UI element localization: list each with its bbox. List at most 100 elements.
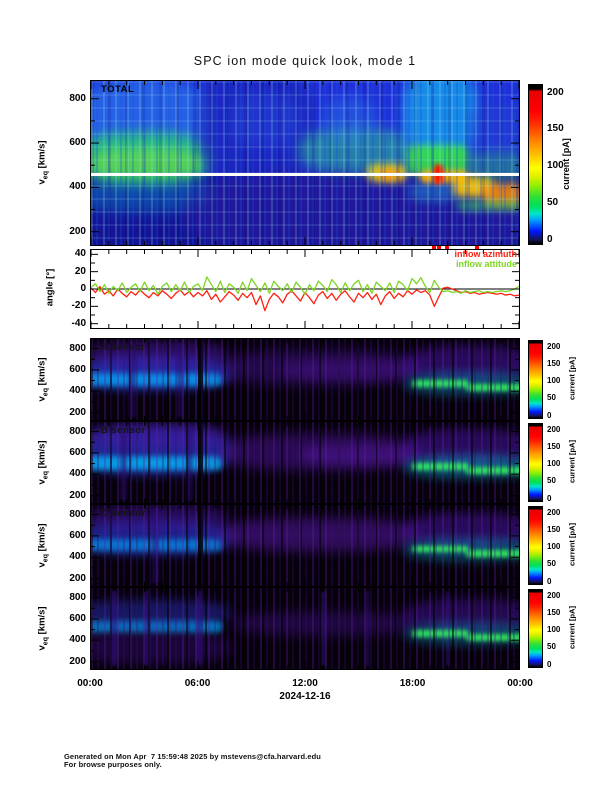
colorbar-tick-label: 200 bbox=[547, 507, 561, 517]
y-tick-label: 200 bbox=[69, 406, 86, 418]
colorbar bbox=[528, 340, 543, 419]
spectrogram-blob bbox=[465, 549, 519, 557]
y-tick-label: 400 bbox=[69, 551, 86, 563]
colorbar-tick-label: 0 bbox=[547, 659, 552, 669]
colorbar-tick-label: 150 bbox=[547, 358, 561, 368]
colorbar-tick-label: 200 bbox=[547, 590, 561, 600]
footer-browse-line: For browse purposes only. bbox=[64, 760, 162, 769]
colorbar-tick-label: 150 bbox=[547, 607, 561, 617]
data-flag-mark bbox=[444, 246, 449, 249]
x-axis-date-label: 2024-12-16 bbox=[279, 691, 331, 702]
footer-generated-line: Generated on Mon Apr 7 15:59:48 2025 by … bbox=[64, 752, 321, 761]
plot-title: SPC ion mode quick look, mode 1 bbox=[193, 54, 417, 68]
colorbar-tick-label: 0 bbox=[547, 233, 553, 245]
panel-label: C sensor bbox=[101, 508, 146, 519]
y-tick-label: 200 bbox=[69, 225, 86, 237]
spectrogram-blob bbox=[298, 444, 417, 466]
y-tick-label: 800 bbox=[69, 508, 86, 520]
spectrogram-blob bbox=[144, 590, 150, 666]
measurement-boundary-line bbox=[91, 173, 519, 177]
spectrogram-a-sensor: A sensor bbox=[90, 338, 520, 421]
y-tick-label: 400 bbox=[69, 468, 86, 480]
spectrogram-blob bbox=[412, 463, 470, 470]
y-axis-title: veq [km/s] bbox=[36, 605, 50, 650]
y-tick-label: 400 bbox=[69, 634, 86, 646]
spectrogram-blob bbox=[197, 81, 315, 186]
colorbar-tick-label: 100 bbox=[547, 160, 564, 171]
y-tick-label: 600 bbox=[69, 529, 86, 541]
data-flag-mark bbox=[432, 246, 436, 249]
spectrogram-blob bbox=[151, 508, 159, 584]
colorbar-tick-label: 0 bbox=[547, 493, 552, 503]
spectrogram-data-layer bbox=[91, 588, 519, 669]
colorbar-tick-label: 50 bbox=[547, 196, 559, 208]
spectrogram-data-layer bbox=[91, 505, 519, 586]
colorbar-tick-label: 50 bbox=[547, 393, 556, 403]
spectrogram-data-layer bbox=[91, 81, 519, 245]
spectrogram-total: TOTAL bbox=[90, 80, 520, 246]
spectrogram-blob bbox=[232, 611, 421, 635]
x-tick-label: 00:00 bbox=[507, 678, 533, 689]
colorbar-axis-title: current [pA] bbox=[567, 522, 577, 566]
y-tick-label: 200 bbox=[69, 572, 86, 584]
panel-label: A sensor bbox=[101, 342, 146, 353]
spectrogram-blob bbox=[279, 359, 418, 381]
spectrogram-blob bbox=[198, 422, 204, 503]
x-tick-label: 12:00 bbox=[292, 678, 318, 689]
y-axis-title: veq [km/s] bbox=[36, 140, 50, 185]
angle-series-line bbox=[91, 285, 519, 312]
y-tick-label: 600 bbox=[69, 137, 86, 149]
legend-inflow-attitude: inflow attitude bbox=[456, 258, 517, 269]
colorbar-tick-label: 100 bbox=[547, 625, 561, 635]
spectrogram-blob bbox=[412, 380, 470, 387]
x-tick-label: 00:00 bbox=[77, 678, 103, 689]
spectrogram-data-layer bbox=[91, 339, 519, 420]
spectrogram-blob bbox=[215, 518, 422, 552]
colorbar-tick-label: 100 bbox=[547, 459, 561, 469]
colorbar bbox=[528, 423, 543, 502]
colorbar-tick-label: 200 bbox=[547, 86, 564, 98]
colorbar-tick-label: 150 bbox=[547, 524, 561, 534]
y-tick-label: -20 bbox=[71, 300, 86, 312]
spectrogram-blob bbox=[198, 339, 204, 420]
y-tick-label: 800 bbox=[69, 425, 86, 437]
colorbar-tick-label: 0 bbox=[547, 576, 552, 586]
x-tick-label: 06:00 bbox=[184, 678, 211, 689]
panel-label: TOTAL bbox=[101, 84, 135, 95]
spectrogram-blob bbox=[196, 590, 202, 666]
y-tick-label: 20 bbox=[74, 265, 86, 277]
panel-label: B sensor bbox=[101, 425, 146, 436]
colorbar-tick-label: 50 bbox=[547, 559, 556, 569]
colorbar-axis-title: current [pA] bbox=[567, 356, 577, 400]
spectrogram-blob bbox=[110, 590, 117, 666]
y-tick-label: 800 bbox=[69, 591, 86, 603]
spectrogram-blob bbox=[229, 94, 300, 148]
spectrogram-blob bbox=[469, 103, 519, 157]
spectrogram-data-layer bbox=[91, 422, 519, 503]
data-flag-mark bbox=[437, 246, 442, 249]
y-tick-label: 600 bbox=[69, 612, 86, 624]
colorbar-tick-label: 100 bbox=[547, 376, 561, 386]
colorbar-tick-label: 200 bbox=[547, 341, 561, 351]
colorbar-tick-label: 200 bbox=[547, 424, 561, 434]
data-flag-mark bbox=[475, 246, 479, 249]
spectrogram-blob bbox=[465, 633, 519, 641]
y-tick-label: 0 bbox=[80, 283, 86, 294]
colorbar bbox=[528, 84, 543, 245]
colorbar-tick-label: 100 bbox=[547, 542, 561, 552]
colorbar-tick-label: 50 bbox=[547, 476, 556, 486]
angle-series-line bbox=[91, 276, 519, 295]
spectrogram-blob bbox=[456, 199, 519, 211]
spectrogram-blob bbox=[465, 384, 519, 392]
spectrogram-blob bbox=[128, 343, 136, 418]
spectrogram-blob bbox=[409, 181, 462, 203]
y-tick-label: 200 bbox=[69, 489, 86, 501]
y-tick-label: 200 bbox=[69, 655, 86, 667]
colorbar bbox=[528, 589, 543, 668]
y-tick-label: 600 bbox=[69, 446, 86, 458]
colorbar-tick-label: 150 bbox=[547, 123, 564, 135]
colorbar-axis-title: current [pA] bbox=[567, 439, 577, 483]
legend-inflow-azimuth: inflow azimuth bbox=[454, 249, 518, 259]
spectrogram-blob bbox=[198, 505, 204, 586]
